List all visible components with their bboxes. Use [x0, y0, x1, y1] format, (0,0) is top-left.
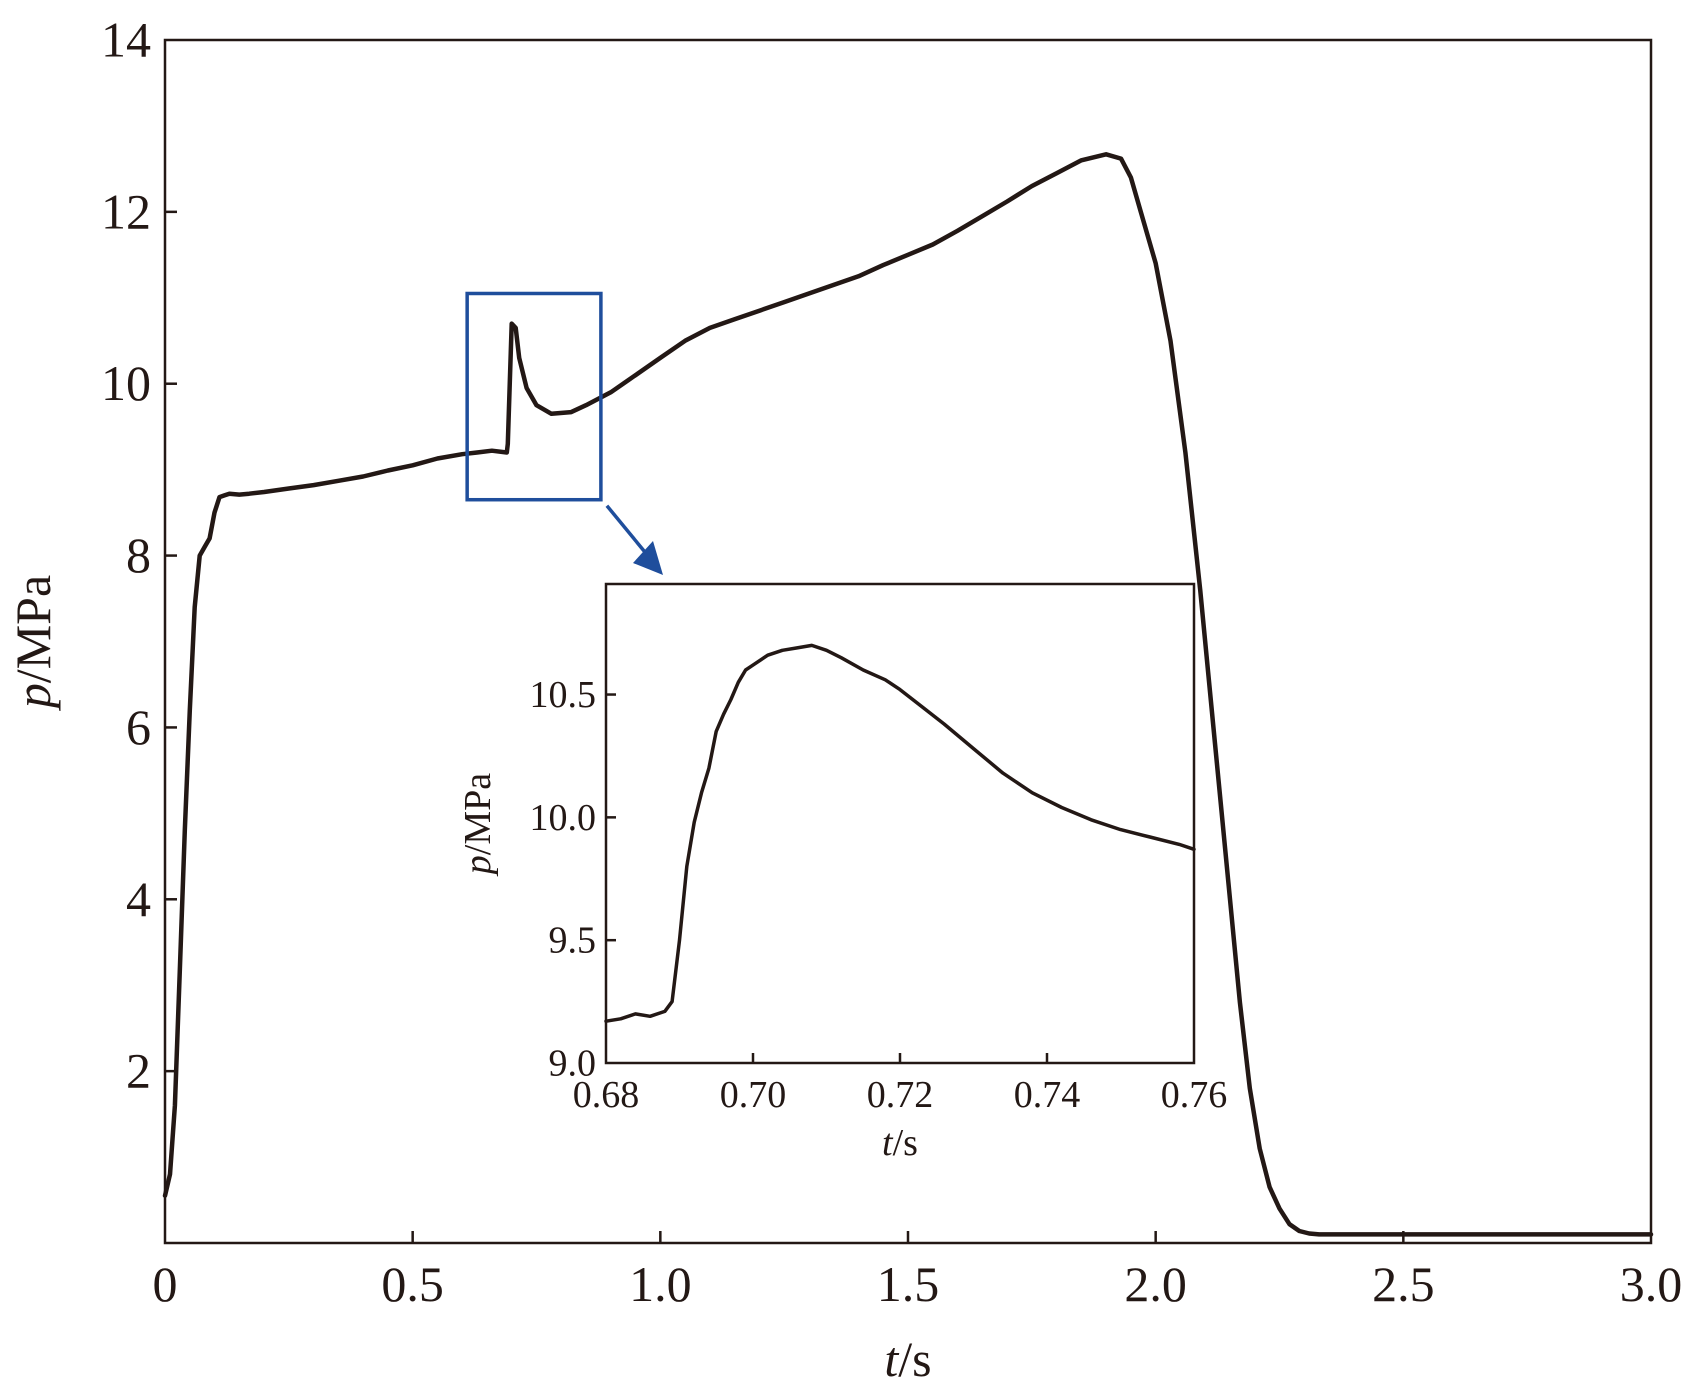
- main-x-axis-unit: /s: [898, 1331, 931, 1387]
- inset-x-axis-title: t/s: [882, 1122, 918, 1164]
- main-x-tick-label: 3.0: [1620, 1256, 1683, 1312]
- main-y-tick-label: 10: [101, 355, 151, 411]
- inset-series-line: [604, 643, 1196, 1023]
- zoom-arrow-line: [605, 504, 651, 559]
- main-y-tick-label: 8: [126, 527, 151, 583]
- main-y-tick-label: 14: [101, 12, 151, 68]
- main-x-tick-label: 0: [153, 1256, 178, 1312]
- main-y-axis-unit: /MPa: [5, 575, 61, 683]
- main-y-tick-label: 12: [101, 183, 151, 239]
- main-x-axis-var: t: [884, 1331, 899, 1387]
- main-y-tick-label: 4: [126, 871, 151, 927]
- main-x-tick-label: 2.0: [1124, 1256, 1187, 1312]
- zoom-highlight-box: [465, 291, 603, 502]
- main-y-axis-var: p: [5, 683, 61, 711]
- inset-y-tick-label: 10.5: [530, 674, 597, 716]
- main-plot: 0 0.5 1.0 1.5 2.0 2.5 3.0 2 4 6 8 10 12 14 t/s p/MPa: [5, 12, 1682, 1388]
- inset-x-tick-label: 0.72: [867, 1074, 934, 1116]
- inset-x-axis-unit: /s: [893, 1122, 918, 1164]
- inset-y-axis-var: p: [457, 855, 499, 877]
- main-x-tick-label: 1.5: [877, 1256, 940, 1312]
- main-y-tick-label: 2: [126, 1043, 151, 1099]
- inset-y-tick-label: 10.0: [530, 797, 597, 839]
- inset-y-axis-unit: /MPa: [457, 773, 499, 855]
- inset-plot: 0.68 0.70 0.72 0.74 0.76 9.0 9.5 10.0 10.5 t/s p/M…: [457, 582, 1228, 1164]
- main-x-tick-label: 2.5: [1372, 1256, 1435, 1312]
- inset-x-tick-label: 0.76: [1161, 1074, 1228, 1116]
- main-y-axis-title: p/MPa: [5, 575, 61, 711]
- inset-x-tick-label: 0.74: [1014, 1074, 1081, 1116]
- inset-y-axis-title: p/MPa: [457, 773, 499, 877]
- inset-x-tick-label: 0.70: [720, 1074, 787, 1116]
- main-y-tick-label: 6: [126, 699, 151, 755]
- inset-y-tick-label: 9.5: [549, 920, 597, 962]
- zoom-arrow-icon: [633, 541, 663, 575]
- main-x-tick-label: 0.5: [381, 1256, 444, 1312]
- inset-y-tick-label: 9.0: [549, 1043, 597, 1085]
- inset-x-tick-label: 0.68: [573, 1074, 640, 1116]
- inset-frame: [604, 582, 1196, 1065]
- main-x-tick-label: 1.0: [629, 1256, 692, 1312]
- main-x-axis-title: t/s: [884, 1331, 931, 1387]
- inset-x-axis-var: t: [882, 1122, 894, 1164]
- main-series-line: [162, 152, 1654, 1237]
